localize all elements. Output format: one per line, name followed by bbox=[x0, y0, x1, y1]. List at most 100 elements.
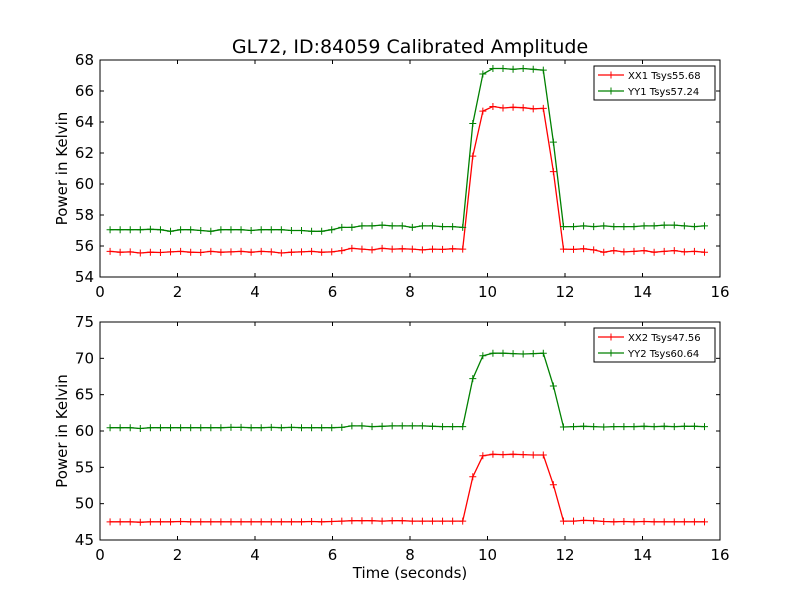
x-tick-label: 14 bbox=[633, 546, 652, 564]
data-point bbox=[570, 423, 578, 431]
data-point bbox=[670, 423, 678, 431]
data-point bbox=[136, 518, 144, 526]
data-point bbox=[348, 244, 356, 252]
data-point bbox=[378, 517, 386, 525]
data-point bbox=[590, 223, 598, 231]
data-point bbox=[187, 424, 195, 432]
data-point bbox=[388, 222, 396, 230]
legend-marker bbox=[607, 87, 615, 95]
y-tick-label: 65 bbox=[75, 386, 94, 404]
data-point bbox=[570, 223, 578, 231]
data-point bbox=[680, 422, 688, 430]
x-tick-label: 0 bbox=[95, 283, 105, 301]
data-point bbox=[640, 222, 648, 230]
data-point bbox=[428, 422, 436, 430]
data-point bbox=[439, 517, 447, 525]
data-point bbox=[439, 245, 447, 253]
data-point bbox=[509, 350, 517, 358]
data-point bbox=[650, 423, 658, 431]
data-point bbox=[318, 424, 326, 432]
data-point bbox=[680, 518, 688, 526]
data-point bbox=[116, 248, 124, 256]
data-point bbox=[580, 222, 588, 230]
data-point bbox=[640, 247, 648, 255]
data-point bbox=[600, 423, 608, 431]
data-point bbox=[408, 223, 416, 231]
data-point bbox=[539, 349, 547, 357]
y-axis-label: Power in Kelvin bbox=[53, 112, 71, 226]
data-point bbox=[267, 423, 275, 431]
data-point bbox=[428, 222, 436, 230]
data-point bbox=[348, 517, 356, 525]
data-point bbox=[167, 424, 175, 432]
data-point bbox=[156, 226, 164, 234]
data-point bbox=[227, 518, 235, 526]
data-point bbox=[670, 518, 678, 526]
figure-title: GL72, ID:84059 Calibrated Amplitude bbox=[232, 36, 588, 58]
data-point bbox=[650, 222, 658, 230]
y-tick-label: 54 bbox=[75, 268, 94, 286]
data-point bbox=[318, 227, 326, 235]
data-point bbox=[660, 518, 668, 526]
x-tick-label: 10 bbox=[478, 546, 497, 564]
y-axis-label: Power in Kelvin bbox=[53, 374, 71, 488]
data-point bbox=[670, 247, 678, 255]
data-point bbox=[156, 249, 164, 257]
data-point bbox=[529, 65, 537, 73]
x-tick-label: 2 bbox=[173, 546, 183, 564]
data-point bbox=[116, 226, 124, 234]
x-tick-label: 4 bbox=[250, 546, 260, 564]
data-point bbox=[640, 517, 648, 525]
data-point bbox=[227, 423, 235, 431]
legend-marker bbox=[607, 71, 615, 79]
data-point bbox=[247, 248, 255, 256]
data-point bbox=[368, 423, 376, 431]
data-point bbox=[287, 423, 295, 431]
data-point bbox=[237, 247, 245, 255]
data-point bbox=[670, 221, 678, 229]
data-point bbox=[368, 517, 376, 525]
legend-marker bbox=[607, 333, 615, 341]
data-point bbox=[257, 424, 265, 432]
data-point bbox=[126, 424, 134, 432]
data-point bbox=[267, 248, 275, 256]
x-tick-label: 12 bbox=[555, 546, 574, 564]
legend: XX1 Tsys55.68 YY1 Tsys57.24 bbox=[593, 65, 716, 101]
data-point bbox=[701, 248, 708, 256]
data-point bbox=[680, 222, 688, 230]
data-point bbox=[207, 518, 215, 526]
y-tick-label: 62 bbox=[75, 144, 94, 162]
data-point bbox=[519, 350, 527, 358]
data-point bbox=[308, 424, 316, 432]
data-point bbox=[610, 423, 618, 431]
y-tick-label: 58 bbox=[75, 206, 94, 224]
data-point bbox=[428, 245, 436, 253]
data-point bbox=[318, 518, 326, 526]
data-point bbox=[247, 518, 255, 526]
data-point bbox=[469, 120, 477, 128]
data-point bbox=[156, 518, 164, 526]
data-point bbox=[146, 248, 154, 256]
data-point bbox=[328, 517, 336, 525]
data-point bbox=[449, 423, 457, 431]
data-point bbox=[116, 518, 124, 526]
data-point bbox=[136, 226, 144, 234]
data-point bbox=[499, 349, 507, 357]
data-point bbox=[388, 517, 396, 525]
data-point bbox=[318, 248, 326, 256]
data-point bbox=[298, 518, 305, 526]
data-point bbox=[106, 518, 114, 526]
data-point bbox=[378, 221, 386, 229]
x-tick-label: 6 bbox=[328, 546, 338, 564]
data-point bbox=[408, 517, 416, 525]
data-point bbox=[277, 226, 285, 234]
data-point bbox=[650, 248, 658, 256]
data-point bbox=[287, 248, 295, 256]
data-point bbox=[277, 249, 285, 257]
data-point bbox=[539, 104, 547, 112]
data-point bbox=[640, 422, 648, 430]
data-point bbox=[217, 424, 225, 432]
data-point bbox=[187, 226, 195, 234]
data-point bbox=[519, 451, 527, 459]
data-point bbox=[207, 227, 215, 235]
